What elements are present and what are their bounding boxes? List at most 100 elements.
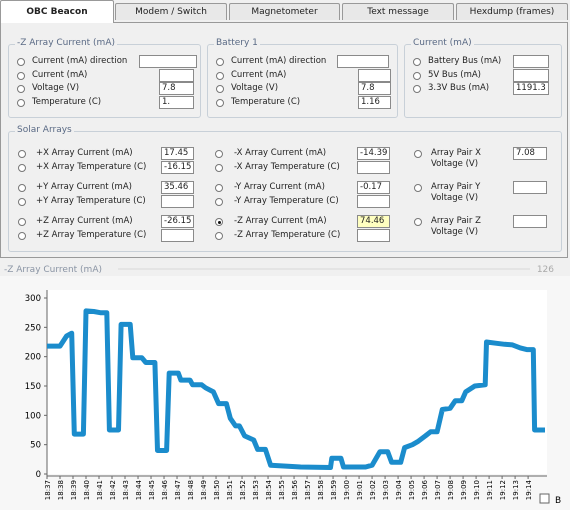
x-tick-label: 19:04 <box>395 479 403 500</box>
x-tick-label: 18:57 <box>304 480 312 500</box>
field-input[interactable] <box>357 194 390 208</box>
radio-button[interactable] <box>215 150 223 158</box>
radio-button[interactable] <box>18 197 26 206</box>
field-label: -Z Array Temperature (C) <box>234 229 341 240</box>
radio-button[interactable] <box>18 184 26 192</box>
y-tick-label: 50 <box>30 441 41 451</box>
field-input[interactable]: 7.8 <box>159 82 194 95</box>
x-tick-label: 19:00 <box>343 480 351 500</box>
field-label: +Z Array Current (mA) <box>36 216 133 226</box>
radio-button[interactable] <box>215 163 223 172</box>
x-tick-label: 19:11 <box>486 480 494 500</box>
radio-button[interactable] <box>215 231 223 240</box>
x-tick-label: 19:10 <box>473 480 481 500</box>
checkbox-label: B <box>555 496 561 506</box>
x-tick-label: 18:43 <box>122 480 130 500</box>
radio-button[interactable] <box>413 58 421 66</box>
field-input[interactable]: 1. <box>159 95 194 109</box>
field-input[interactable]: 1191.3 <box>513 82 549 95</box>
radio-button[interactable] <box>17 85 25 93</box>
y-tick-label: 100 <box>25 411 41 421</box>
field-input[interactable] <box>357 160 390 174</box>
field-input[interactable] <box>139 55 197 68</box>
field-input[interactable]: -16.15 <box>161 160 194 174</box>
x-tick-label: 18:56 <box>291 479 299 500</box>
radio-button[interactable] <box>215 184 223 192</box>
x-tick-label: 18:59 <box>330 480 338 500</box>
field-input[interactable]: 7.08 <box>513 147 547 160</box>
radio-button[interactable] <box>216 85 224 93</box>
field-input[interactable]: -0.17 <box>357 181 390 194</box>
tab[interactable]: OBC Beacon <box>0 0 114 23</box>
field-input[interactable] <box>161 228 194 242</box>
radio-button[interactable] <box>215 197 223 206</box>
tab[interactable]: Hexdump (frames) <box>456 3 568 20</box>
field-input[interactable] <box>513 55 549 68</box>
field-input[interactable]: 35.46 <box>161 181 194 194</box>
tab[interactable]: Modem / Switch <box>115 3 227 20</box>
radio-button[interactable] <box>216 71 224 80</box>
field-input[interactable]: -26.15 <box>161 215 194 228</box>
field-input[interactable] <box>358 68 391 82</box>
checkbox[interactable] <box>539 493 550 504</box>
radio-button[interactable] <box>216 98 224 107</box>
field-label: -Y Array Current (mA) <box>234 182 325 192</box>
field-input[interactable] <box>513 215 547 228</box>
field-input[interactable]: 1.16 <box>358 95 391 109</box>
field-label: Temperature (C) <box>231 96 301 107</box>
x-tick-label: 18:40 <box>83 480 91 500</box>
field-input[interactable] <box>159 68 194 82</box>
x-tick-label: 18:44 <box>135 479 143 500</box>
field-input[interactable]: 7.8 <box>358 82 391 95</box>
radio-button[interactable] <box>414 184 422 192</box>
field-input[interactable] <box>357 228 390 242</box>
radio-button[interactable] <box>215 218 223 226</box>
field-label: -Y Array Temperature (C) <box>234 195 339 206</box>
field-input[interactable]: 17.45 <box>161 147 194 160</box>
group-box: Current (mA) Battery Bus (mA) 5V Bus (mA) 3… <box>404 38 562 118</box>
x-tick-label: 18:45 <box>148 480 156 500</box>
tab-panel <box>0 22 568 258</box>
y-tick-label: 0 <box>36 470 41 480</box>
x-tick-label: 19:01 <box>356 480 364 500</box>
radio-button[interactable] <box>414 150 422 158</box>
x-tick-label: 18:37 <box>44 480 52 500</box>
field-input[interactable] <box>161 194 194 208</box>
radio-button[interactable] <box>413 71 421 80</box>
x-tick-label: 18:52 <box>239 480 247 500</box>
y-tick-label: 250 <box>25 323 41 333</box>
x-tick-label: 18:51 <box>226 480 234 500</box>
field-label: Current (mA) <box>32 69 88 80</box>
tab[interactable]: Magnetometer <box>229 3 340 20</box>
radio-button[interactable] <box>17 71 25 80</box>
x-tick-label: 19:05 <box>408 480 416 500</box>
radio-button[interactable] <box>216 58 224 66</box>
data-line <box>47 308 545 470</box>
tab[interactable]: Text message <box>342 3 454 20</box>
radio-button[interactable] <box>18 150 26 158</box>
radio-button[interactable] <box>18 231 26 240</box>
group-title: Battery 1 <box>214 38 260 48</box>
group-title: Solar Arrays <box>15 125 74 135</box>
radio-button[interactable] <box>413 85 421 93</box>
field-input[interactable] <box>513 68 549 82</box>
x-tick-label: 18:50 <box>213 480 221 500</box>
radio-button[interactable] <box>18 163 26 172</box>
x-tick-label: 18:47 <box>174 480 182 500</box>
x-tick-label: 19:07 <box>434 480 442 500</box>
x-tick-label: 18:41 <box>96 480 104 500</box>
field-input[interactable] <box>513 181 547 194</box>
field-input[interactable]: 74.46 <box>357 215 390 228</box>
radio-button[interactable] <box>17 58 25 66</box>
field-label: -Z Array Current (mA) <box>234 216 327 226</box>
radio-button[interactable] <box>18 218 26 226</box>
field-input[interactable] <box>337 55 389 68</box>
field-input[interactable]: -14.39 <box>357 147 390 160</box>
radio-button[interactable] <box>17 98 25 107</box>
x-tick-label: 19:06 <box>421 479 429 500</box>
radio-button[interactable] <box>414 218 422 226</box>
x-tick-label: 18:53 <box>252 480 260 500</box>
field-label: Array Pair Y Voltage (V) <box>431 182 481 203</box>
field-label: -X Array Current (mA) <box>234 148 327 158</box>
